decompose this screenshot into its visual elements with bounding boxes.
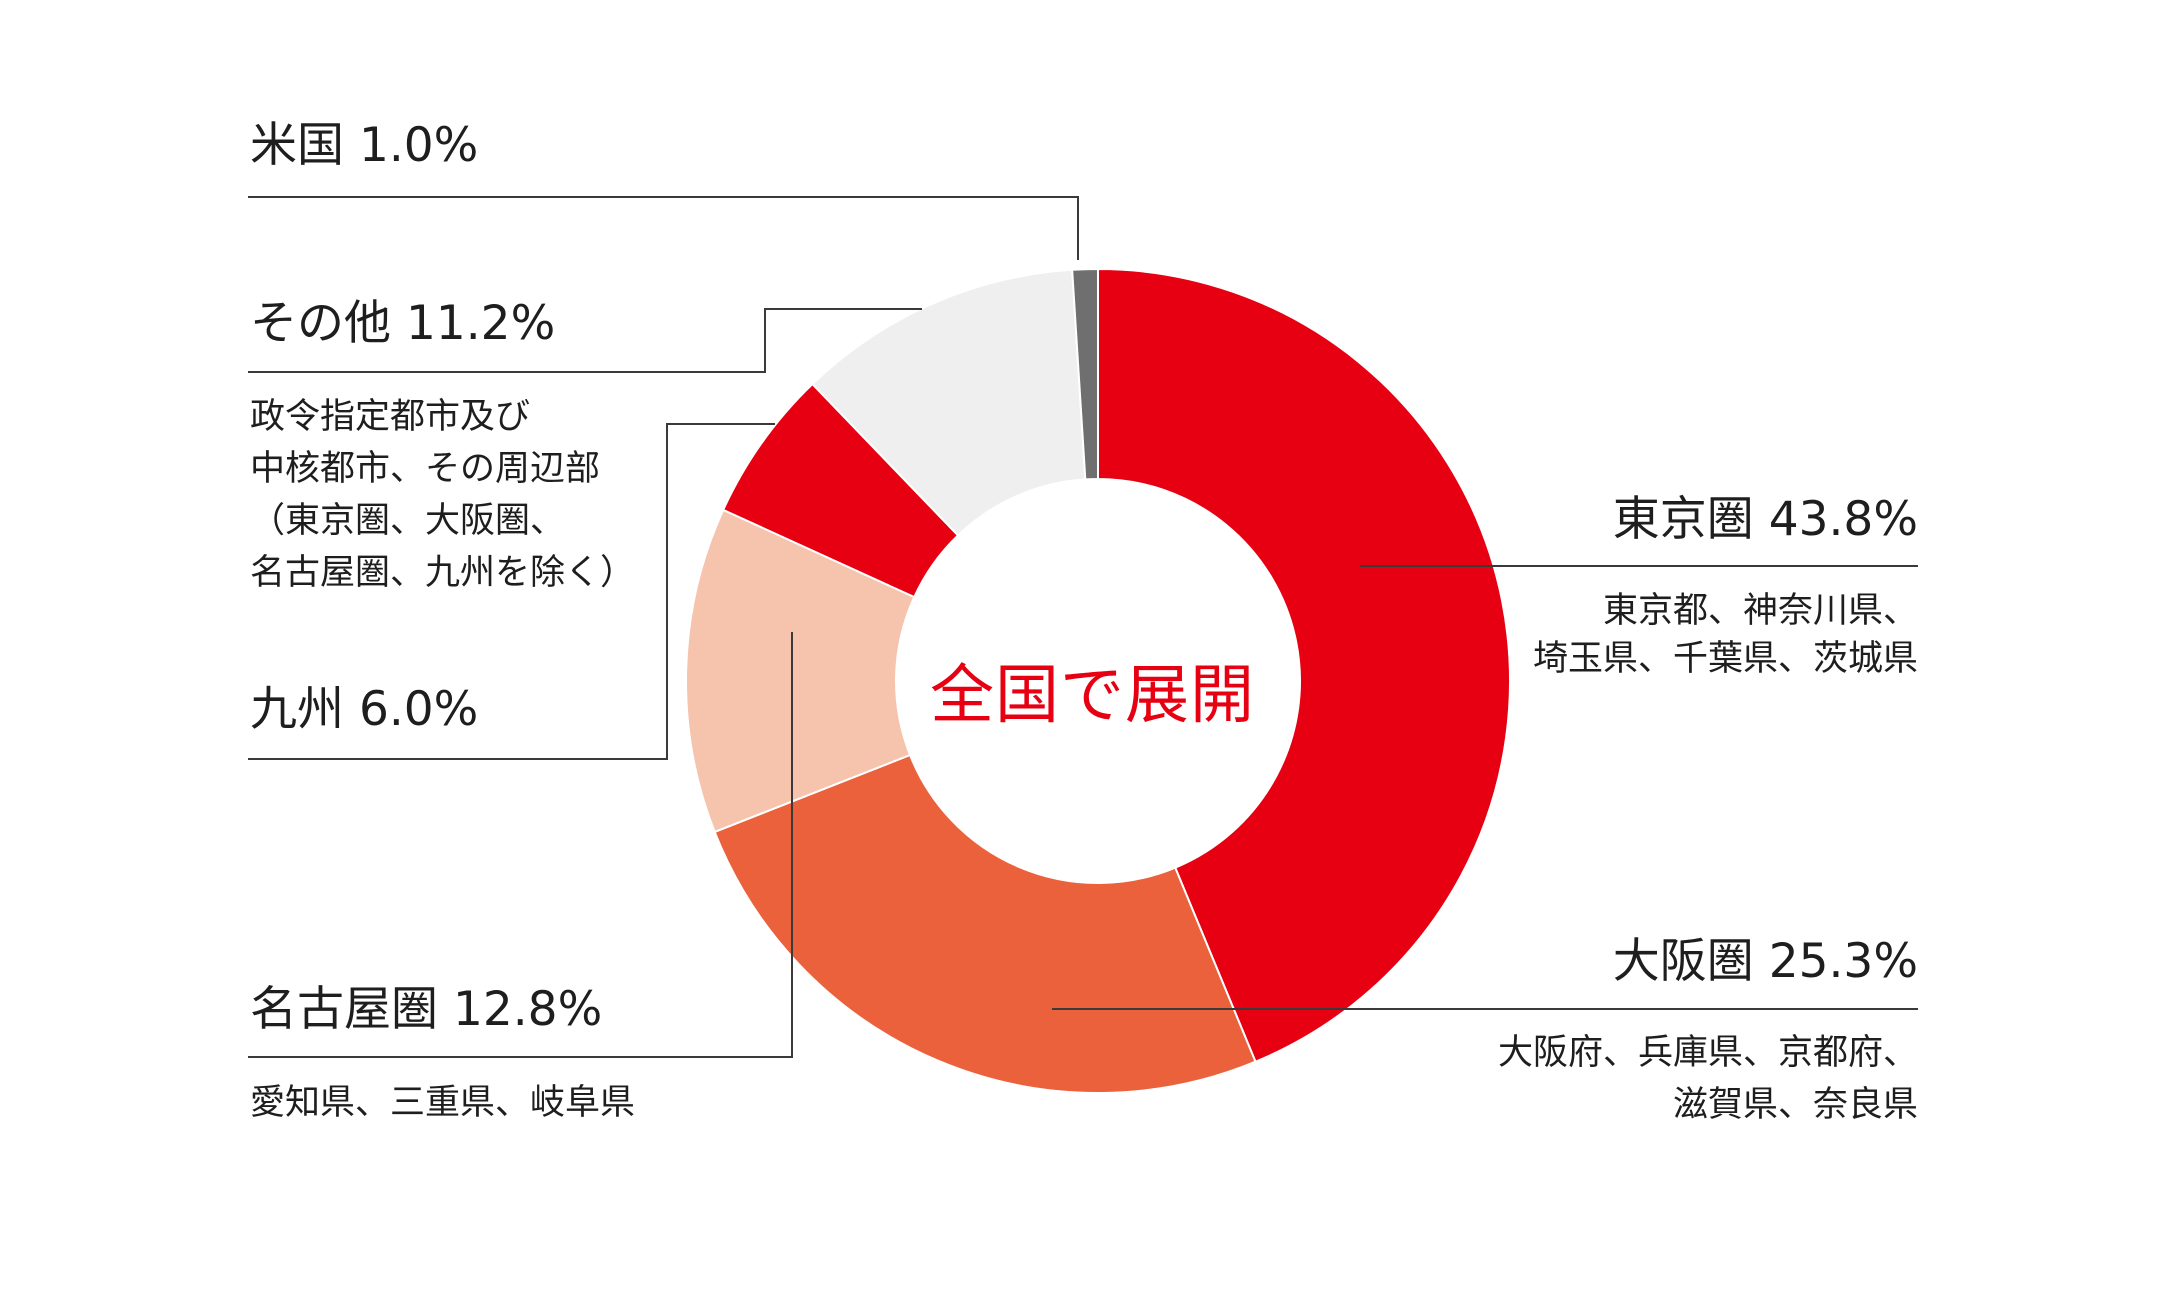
donut-slices: [685, 267, 1511, 1094]
donut-slice-5: [1071, 267, 1099, 481]
label-other-detail-2: 中核都市、その周辺部: [250, 449, 601, 489]
label-tokyo: 東京圏 43.8%: [1612, 492, 1918, 547]
center-label: 全国で展開: [930, 659, 1255, 733]
label-other-detail-1: 政令指定都市及び: [250, 397, 531, 437]
label-us: 米国 1.0%: [250, 118, 479, 173]
label-nagoya: 名古屋圏 12.8%: [250, 982, 603, 1037]
label-osaka-detail-2: 滋賀県、奈良県: [1672, 1085, 1918, 1125]
donut-slice-4: [811, 268, 1087, 537]
leader-line-us: [248, 196, 1079, 260]
label-tokyo-detail-2: 埼玉県、千葉県、茨城県: [1532, 639, 1918, 679]
leader-lines: [248, 196, 1918, 1058]
label-osaka-detail-1: 大阪府、兵庫県、京都府、: [1497, 1033, 1918, 1073]
label-nagoya-detail: 愛知県、三重県、岐阜県: [250, 1083, 636, 1123]
donut-slice-0: [1097, 267, 1511, 1064]
label-kyushu: 九州 6.0%: [250, 682, 479, 737]
donut-slice-1: [713, 753, 1257, 1094]
label-other-detail-3: （東京圏、大阪圏、: [250, 501, 566, 541]
label-osaka: 大阪圏 25.3%: [1612, 934, 1918, 989]
leader-line-other: [248, 308, 922, 373]
leader-line-kyushu: [248, 423, 775, 760]
label-other: その他 11.2%: [250, 296, 556, 351]
donut-slice-2: [685, 508, 916, 834]
leader-line-nagoya: [248, 632, 793, 1058]
label-tokyo-detail-1: 東京都、神奈川県、: [1602, 591, 1918, 631]
label-other-detail-4: 名古屋圏、九州を除く）: [250, 553, 636, 593]
